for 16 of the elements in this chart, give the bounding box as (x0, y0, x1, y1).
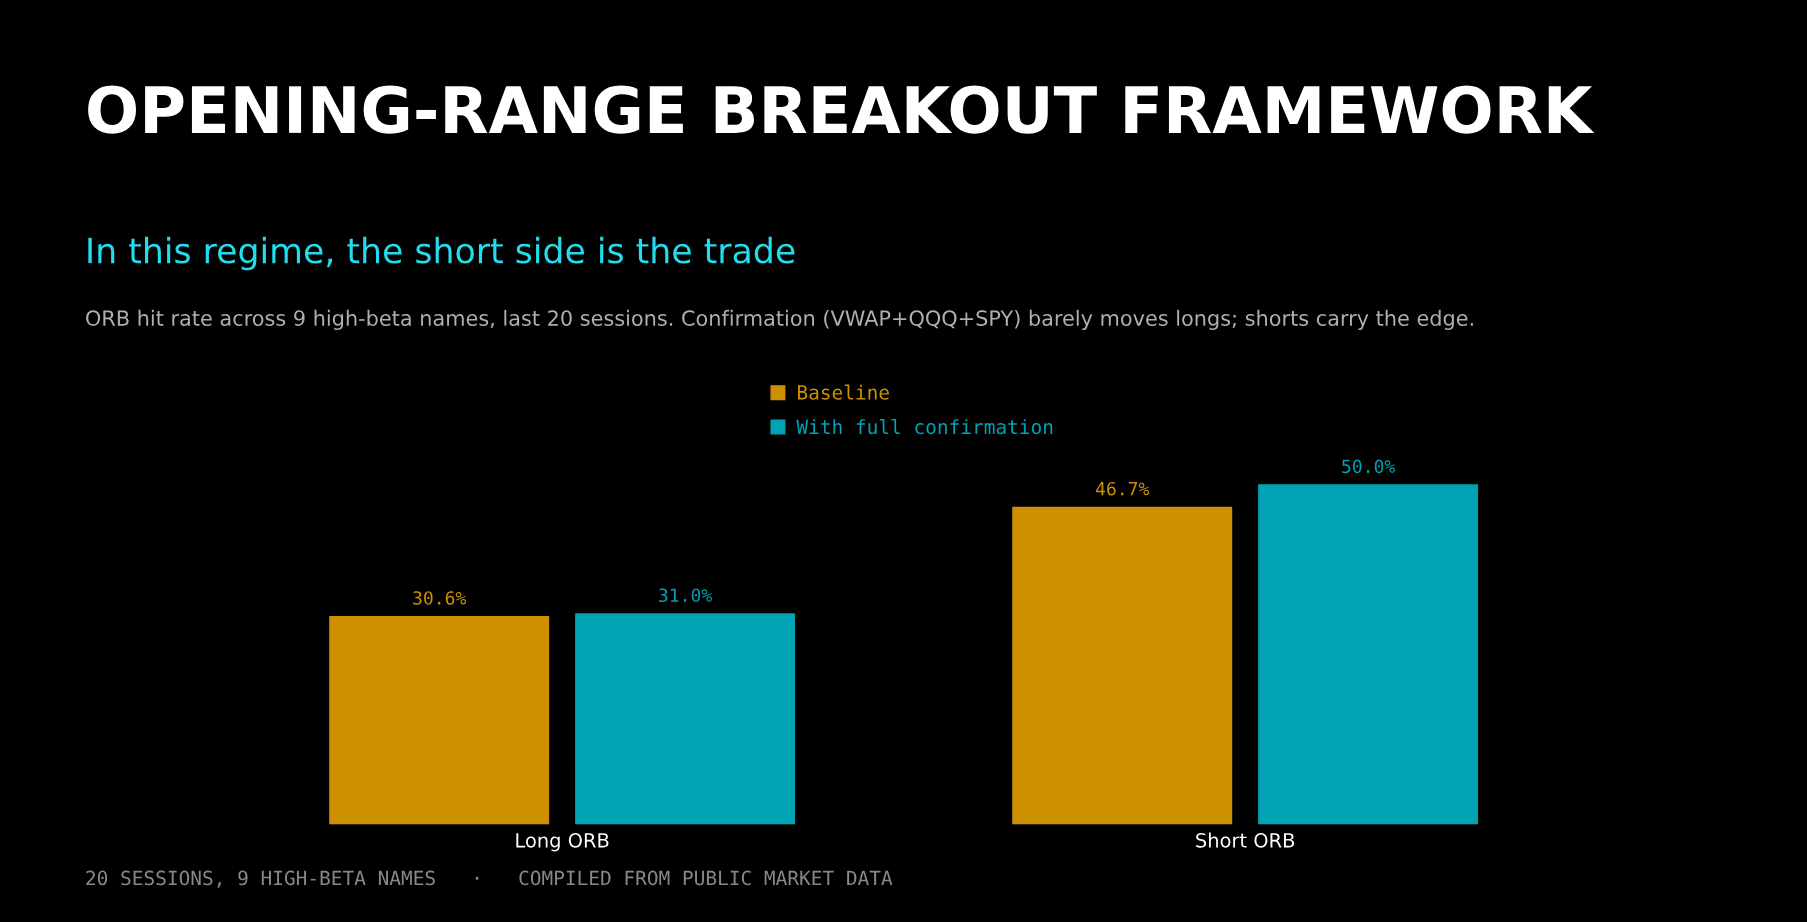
legend-label: Baseline (797, 384, 889, 400)
text: 20 SESSIONS, 9 HIGH-BETA NAMES · COMPILED FROM PUBLIC MARKET DATA (86, 870, 893, 888)
legend-label: With full confirmation (796, 419, 1053, 435)
bar (1258, 484, 1479, 825)
chart-title: OPENING-RANGE BREAKOUT FRAMEWORK (88, 85, 1595, 134)
bar (1012, 506, 1233, 825)
x-tick-label: Short ORB (1196, 832, 1295, 848)
chart-subtitle: In this regime, the short side is the trade (88, 236, 795, 271)
x-tick-label: Long ORB (516, 832, 609, 852)
data-label: 31.0% (659, 588, 712, 603)
data-label: 30.6% (413, 591, 467, 605)
bar (575, 613, 796, 825)
data-label: 46.7% (1095, 481, 1150, 496)
data-label: 50.0% (1342, 459, 1395, 474)
text: ORB hit rate across 9 high-beta names, last 20 sessions. Confirmation (VWAP+QQQ+SPY) barely moves longs; shorts carry the edge. (86, 309, 1473, 331)
bar (329, 615, 550, 825)
